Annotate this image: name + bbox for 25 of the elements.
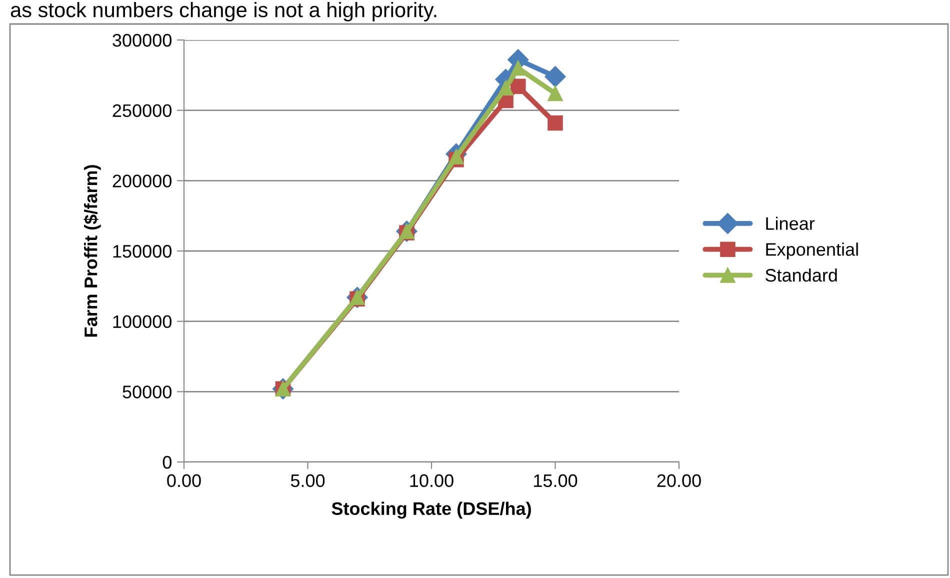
- y-tick-label: 100000: [113, 315, 172, 328]
- legend-label: Linear: [766, 216, 815, 230]
- x-axis-title: Stocking Rate (DSE/ha): [332, 502, 531, 519]
- y-tick-label: 250000: [112, 104, 172, 118]
- y-tick-label: 150000: [113, 244, 172, 258]
- legend-label: Exponential: [766, 242, 858, 260]
- point: [548, 115, 563, 131]
- y-tick-label: 200000: [112, 174, 172, 188]
- x-tick-label: 10.00: [410, 474, 454, 488]
- text: as stock numbers change is not a high priority.: [10, 2, 436, 22]
- x-tick-label: 0.00: [167, 474, 201, 488]
- point: [510, 60, 526, 76]
- y-tick-label: 0: [162, 456, 172, 469]
- y-tick-label: 50000: [122, 386, 172, 398]
- x-tick-label: 20.00: [657, 474, 701, 488]
- y-axis-title: Farm Proffit ($/farm): [84, 165, 101, 337]
- legend-label: Standard: [766, 268, 837, 282]
- x-tick-label: 5.00: [290, 474, 325, 488]
- point: [544, 66, 566, 88]
- point: [498, 80, 514, 96]
- y-tick-label: 300000: [112, 34, 172, 47]
- point: [548, 86, 563, 102]
- x-tick-label: 15.00: [534, 474, 578, 488]
- point: [448, 149, 464, 164]
- point: [510, 78, 526, 94]
